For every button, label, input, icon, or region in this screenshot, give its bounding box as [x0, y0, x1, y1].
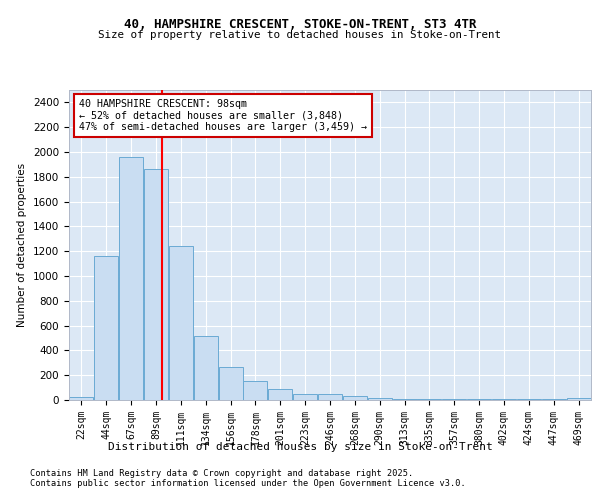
Y-axis label: Number of detached properties: Number of detached properties	[17, 163, 28, 327]
Text: 40 HAMPSHIRE CRESCENT: 98sqm
← 52% of detached houses are smaller (3,848)
47% of: 40 HAMPSHIRE CRESCENT: 98sqm ← 52% of de…	[79, 100, 367, 132]
Bar	[318, 394, 342, 400]
Text: Contains HM Land Registry data © Crown copyright and database right 2025.: Contains HM Land Registry data © Crown c…	[30, 468, 413, 477]
Bar	[268, 389, 292, 400]
Text: Size of property relative to detached houses in Stoke-on-Trent: Size of property relative to detached ho…	[98, 30, 502, 40]
Bar	[343, 396, 367, 400]
Bar	[293, 394, 317, 400]
Bar	[194, 336, 218, 400]
Bar	[94, 256, 118, 400]
Bar	[392, 399, 416, 400]
Bar	[70, 397, 94, 400]
Bar	[218, 366, 242, 400]
Text: Contains public sector information licensed under the Open Government Licence v3: Contains public sector information licen…	[30, 478, 466, 488]
Text: 40, HAMPSHIRE CRESCENT, STOKE-ON-TRENT, ST3 4TR: 40, HAMPSHIRE CRESCENT, STOKE-ON-TRENT, …	[124, 18, 476, 30]
Bar	[144, 170, 168, 400]
Bar	[244, 381, 268, 400]
Bar	[169, 246, 193, 400]
Bar	[119, 157, 143, 400]
Bar	[566, 398, 590, 400]
Bar	[368, 398, 392, 400]
Text: Distribution of detached houses by size in Stoke-on-Trent: Distribution of detached houses by size …	[107, 442, 493, 452]
